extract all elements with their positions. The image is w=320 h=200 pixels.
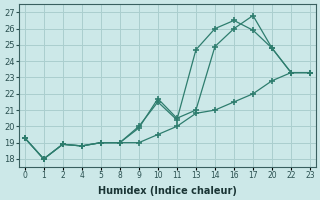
X-axis label: Humidex (Indice chaleur): Humidex (Indice chaleur) — [98, 186, 237, 196]
